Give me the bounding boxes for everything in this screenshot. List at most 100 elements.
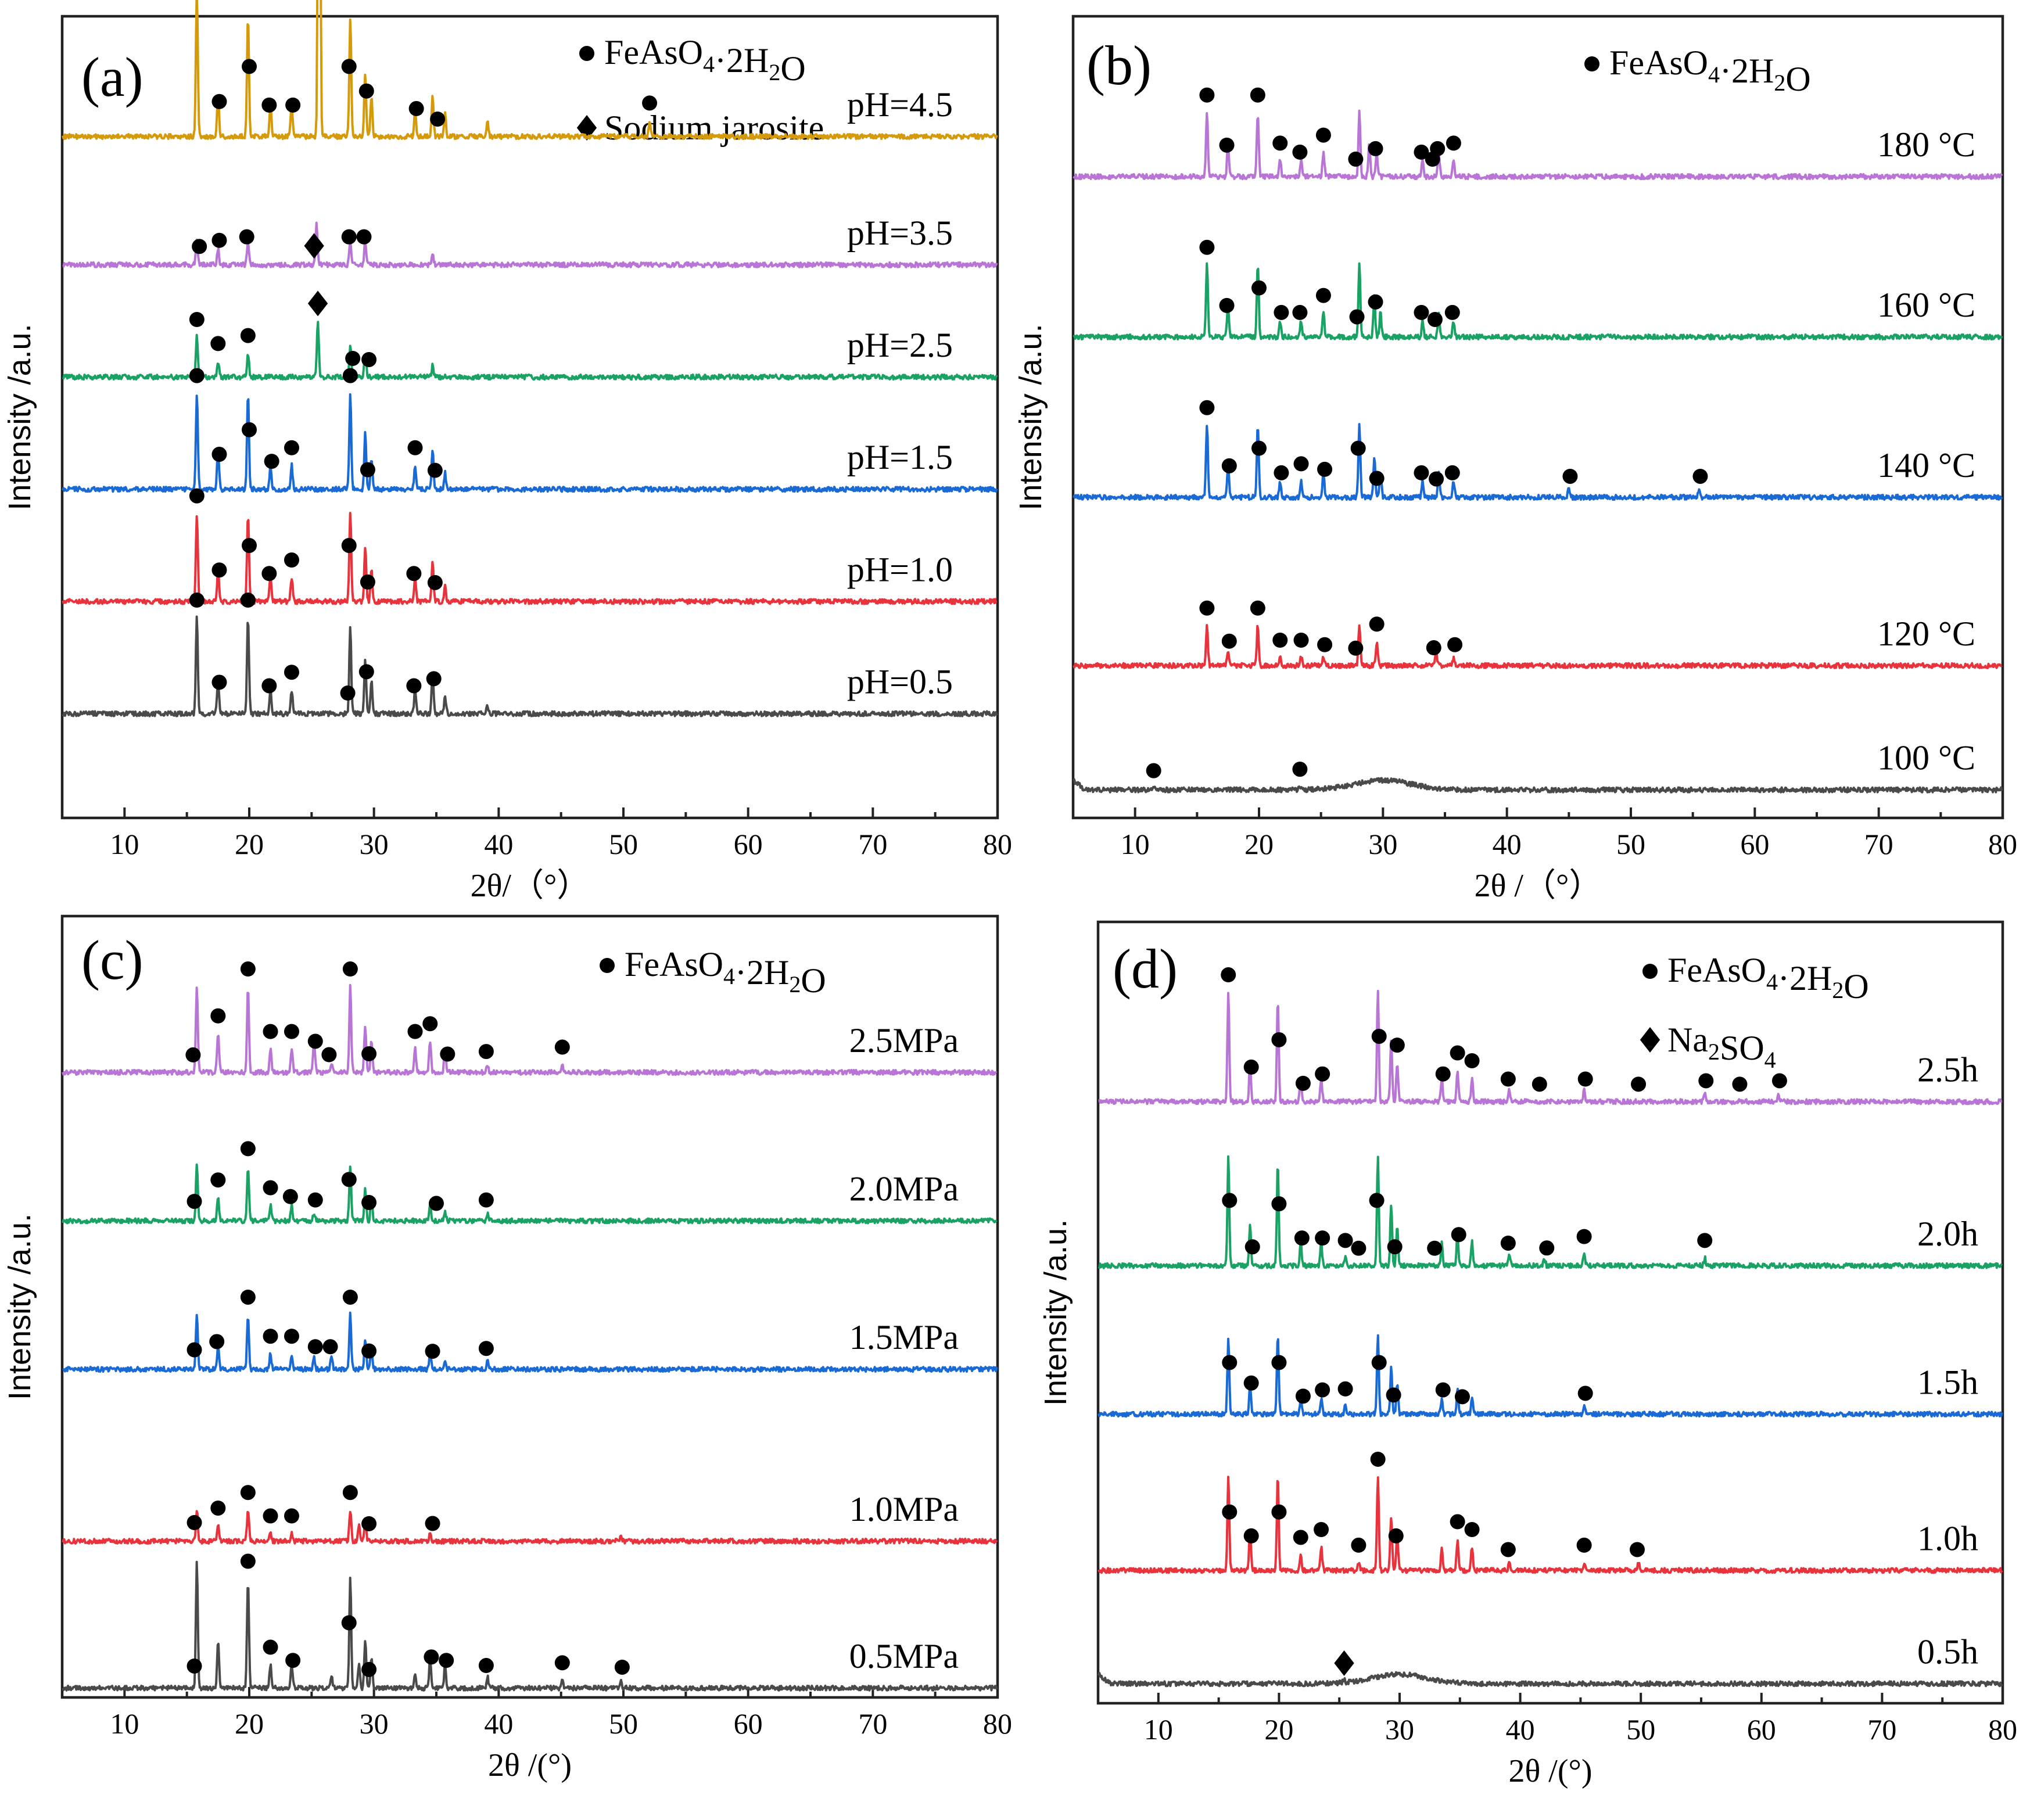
x-tick-label: 70	[858, 828, 887, 860]
plot-frame	[60, 914, 999, 1699]
peak-marker-circle	[240, 593, 256, 608]
peak-marker-circle	[1771, 1073, 1787, 1089]
peak-marker-circle	[478, 1044, 494, 1060]
peak-marker-circle	[1444, 304, 1460, 320]
series-line	[62, 321, 998, 381]
series-label: pH=2.5	[847, 326, 953, 364]
peak-marker-circle	[1447, 637, 1463, 652]
peak-marker-circle	[1250, 87, 1265, 103]
series-label: 2.5MPa	[849, 1021, 959, 1060]
legend-text-part: FeAsO	[604, 33, 703, 71]
peak-marker-circle	[439, 1653, 454, 1668]
peak-marker-circle	[1199, 600, 1215, 616]
x-tick-label: 60	[1740, 828, 1769, 860]
panel-tag: (b)	[1086, 34, 1152, 96]
series-label: 0.5MPa	[849, 1637, 959, 1675]
panel-b: 10 20 30 40 50 60 70 80 2θ /（°） Intensity /a.u. (b…	[1013, 15, 2017, 904]
peak-marker-circle	[1199, 400, 1215, 415]
series-label: 1.0h	[1917, 1519, 1978, 1557]
series-line	[1098, 989, 2003, 1105]
peak-marker-circle	[1732, 1076, 1748, 1092]
peak-marker-circle	[1271, 1196, 1287, 1212]
peak-marker-circle	[1314, 1522, 1329, 1537]
peak-marker-circle	[1271, 1032, 1287, 1047]
peak-marker-circle	[1350, 440, 1366, 456]
series-label: 160 °C	[1877, 286, 1975, 324]
peak-marker-circle	[1348, 151, 1364, 167]
peak-marker-circle	[478, 1658, 494, 1674]
peak-marker-circle	[1368, 141, 1383, 156]
peak-marker-circle	[361, 1343, 377, 1359]
peak-marker-circle	[189, 312, 205, 327]
peak-marker-circle	[211, 232, 227, 248]
series-line	[1073, 777, 2003, 794]
peak-marker-circle	[1450, 1514, 1465, 1530]
peak-marker-circle	[1386, 1387, 1401, 1403]
peak-marker-diamond	[304, 233, 324, 259]
peak-marker-circle	[1317, 461, 1333, 477]
peak-marker-circle	[1315, 1230, 1330, 1246]
peak-marker-circle	[1271, 1355, 1287, 1370]
y-axis-label: Intensity /a.u.	[2, 1214, 37, 1400]
x-tick-label: 40	[484, 1707, 513, 1740]
x-tick-label: 80	[983, 1707, 1012, 1740]
peak-marker-circle	[1429, 471, 1444, 487]
legend-subscript: 4	[1708, 62, 1720, 88]
peak-marker-circle	[1274, 304, 1289, 320]
legend-text-part: FeAsO	[1609, 44, 1708, 82]
x-tick-label: 20	[235, 1707, 264, 1740]
legend-text-part: Na	[1667, 1021, 1708, 1059]
peak-marker-circle	[210, 336, 226, 351]
peak-marker-circle	[1315, 1066, 1330, 1082]
legend-entry: FeAsO4·2H2O	[1642, 951, 1869, 1006]
peak-marker-circle	[1351, 1240, 1367, 1256]
series-line	[1098, 1334, 2003, 1418]
peak-marker-circle	[1435, 1066, 1451, 1082]
x-tick-label: 50	[609, 828, 638, 860]
series-label: 2.0MPa	[849, 1170, 959, 1208]
peak-marker-circle	[1315, 1382, 1330, 1398]
peak-marker-circle	[478, 1192, 494, 1208]
x-tick-label: 30	[1368, 828, 1397, 860]
peak-marker-circle	[1500, 1235, 1516, 1251]
series-2-0h: 2.0h	[1098, 1155, 2003, 1269]
peak-marker-circle	[185, 1047, 201, 1062]
plot-frame	[60, 15, 999, 820]
legend-text-part: O	[1785, 60, 1810, 98]
series-0-5MPa: 0.5MPa	[62, 1553, 998, 1692]
peak-marker-circle	[1293, 456, 1309, 472]
x-tick-label: 70	[1867, 1713, 1896, 1746]
peak-marker-circle	[1454, 1389, 1470, 1405]
series-line	[62, 221, 998, 268]
peak-marker-circle	[285, 97, 301, 113]
x-tick-label: 80	[1988, 828, 2017, 860]
peak-marker-circle	[261, 566, 277, 581]
peak-marker-circle	[356, 229, 372, 245]
peak-marker-circle	[1464, 1053, 1480, 1068]
peak-marker-circle	[284, 1508, 299, 1524]
panel-tag: (d)	[1113, 938, 1178, 1000]
peak-marker-circle	[284, 440, 299, 455]
peak-marker-circle	[186, 1342, 202, 1358]
peak-marker-circle	[1315, 127, 1331, 143]
series-line	[1073, 262, 2003, 341]
series-pH-4-5: pH=4.5	[62, 0, 998, 141]
legend-label: FeAsO4·2H2O	[1609, 44, 1811, 98]
peak-marker-circle	[406, 566, 422, 581]
peak-marker-circle	[1576, 1537, 1592, 1553]
peak-marker-circle	[614, 1659, 630, 1675]
x-tick-label: 60	[734, 828, 763, 860]
series-line	[62, 1560, 998, 1692]
peak-marker-circle	[263, 1180, 278, 1196]
x-tick-label: 50	[609, 1707, 638, 1740]
peak-marker-circle	[1199, 239, 1215, 255]
peak-marker-circle	[240, 1141, 256, 1157]
legend-text-part: ·2H	[1778, 959, 1832, 997]
plot-frame	[1071, 15, 2004, 820]
series-label: 0.5h	[1917, 1632, 1978, 1671]
peak-marker-circle	[340, 685, 356, 701]
peak-marker-circle	[1292, 144, 1308, 160]
legend-text-part: ·2H	[715, 41, 769, 80]
peak-marker-circle	[1337, 1233, 1353, 1248]
series-0-5h: 0.5h	[1098, 1632, 2003, 1688]
